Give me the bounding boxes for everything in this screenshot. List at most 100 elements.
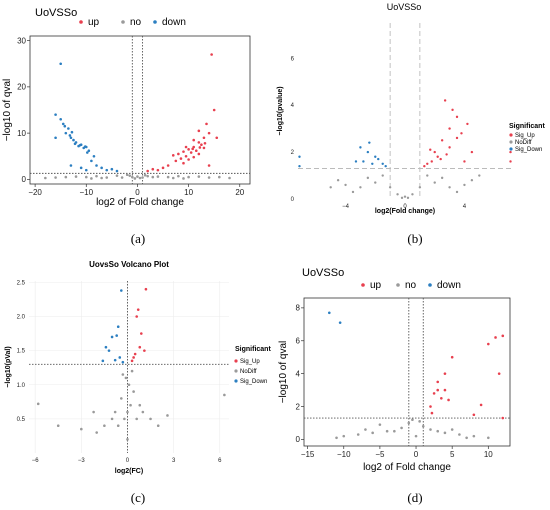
- data-point-sig_up: [439, 157, 442, 161]
- legend-marker-nodiff: [509, 140, 513, 144]
- data-point-no: [414, 434, 418, 438]
- data-point-down: [86, 151, 89, 154]
- data-point-no: [187, 175, 190, 179]
- data-point-sig_up: [455, 136, 459, 140]
- data-point-nodiff: [411, 193, 414, 196]
- data-point-nodiff: [110, 417, 114, 421]
- data-point-no: [407, 421, 411, 425]
- x-tick-label: 3: [172, 458, 176, 464]
- data-point-nodiff: [56, 424, 60, 427]
- data-point-down: [92, 154, 96, 158]
- data-point-no: [151, 175, 155, 179]
- legend-marker-sig_up: [509, 133, 513, 137]
- data-point-nodiff: [426, 174, 429, 177]
- data-point-down: [327, 311, 331, 315]
- data-point-sig_down: [366, 150, 370, 154]
- data-point-down: [63, 124, 67, 128]
- data-point-nodiff: [223, 393, 226, 397]
- data-point-up: [432, 392, 436, 395]
- x-axis-label: log2(FC): [115, 468, 143, 475]
- y-tick-label: 6: [291, 56, 295, 62]
- data-point-sig_down: [371, 162, 374, 165]
- panel-a: −20 −10 0 10 20 0 10 20 30 UoVSSo log2 of Fold cha…: [2, 7, 251, 208]
- data-point-up: [487, 342, 490, 346]
- data-point-nodiff: [80, 427, 83, 431]
- data-point-nodiff: [344, 183, 347, 187]
- data-point-nodiff: [36, 402, 40, 406]
- data-point-sig_up: [466, 122, 469, 126]
- data-point-up: [202, 136, 206, 140]
- y-tick-label: 0: [22, 175, 27, 184]
- data-point-nodiff: [455, 190, 459, 194]
- data-point-down: [87, 149, 91, 152]
- data-point-nodiff: [116, 424, 120, 427]
- data-point-nodiff: [113, 410, 117, 414]
- legend-label-no: no: [130, 17, 142, 28]
- data-point-nodiff: [126, 438, 129, 441]
- data-point-nodiff: [127, 383, 131, 387]
- data-point-no: [458, 433, 461, 436]
- data-point-no: [141, 176, 144, 179]
- data-point-up: [166, 164, 170, 167]
- data-point-up: [443, 372, 447, 375]
- data-point-up: [207, 131, 211, 135]
- chart-title: UoVSSo: [387, 2, 422, 12]
- data-point-no: [356, 433, 360, 436]
- data-point-no: [197, 175, 201, 178]
- data-point-nodiff: [366, 176, 370, 180]
- data-point-sig_down: [107, 349, 111, 352]
- data-point-down: [78, 143, 82, 147]
- data-point-nodiff: [124, 376, 128, 380]
- legend-label-no: no: [405, 280, 417, 291]
- data-point-down: [84, 168, 88, 172]
- data-point-no: [136, 175, 139, 178]
- data-point-nodiff: [336, 179, 340, 182]
- legend-label-sig_down: Sig_Down: [515, 147, 542, 153]
- x-tick-label: 5: [450, 450, 455, 459]
- data-point-nodiff: [126, 410, 129, 414]
- legend-marker-down: [428, 283, 432, 287]
- data-point-down: [90, 159, 93, 163]
- data-point-up: [146, 169, 149, 173]
- data-point-down: [69, 164, 73, 167]
- data-point-down: [79, 166, 83, 170]
- data-point-down: [100, 166, 103, 170]
- data-point-up: [187, 148, 190, 151]
- y-tick-label: 2.5: [17, 280, 26, 286]
- data-point-sig_up: [130, 359, 134, 363]
- data-point-no: [472, 434, 476, 438]
- x-tick-label: −5: [375, 450, 385, 459]
- data-point-nodiff: [470, 179, 474, 182]
- data-point-nodiff: [440, 176, 444, 180]
- data-point-nodiff: [95, 431, 98, 434]
- data-point-up: [501, 416, 505, 420]
- data-point-no: [120, 176, 124, 179]
- data-point-sig_up: [470, 150, 474, 154]
- data-point-sig_up: [423, 164, 426, 168]
- data-point-no: [171, 176, 175, 180]
- data-point-no: [90, 177, 93, 180]
- data-point-up: [192, 155, 196, 159]
- data-point-sig_up: [132, 356, 135, 359]
- data-point-up: [430, 411, 434, 415]
- data-point-up: [187, 158, 190, 161]
- data-point-sig_down: [120, 289, 123, 292]
- data-point-up: [443, 388, 447, 392]
- data-point-no: [429, 428, 432, 431]
- data-point-down: [59, 62, 62, 66]
- legend-title: Significant: [509, 123, 545, 130]
- data-point-sig_down: [354, 160, 358, 163]
- data-point-down: [110, 167, 114, 171]
- data-point-no: [64, 175, 68, 179]
- data-point-no: [95, 174, 98, 178]
- data-point-nodiff: [141, 410, 145, 414]
- data-point-up: [192, 138, 196, 142]
- data-point-no: [100, 176, 103, 180]
- y-tick-label: 4: [296, 369, 301, 378]
- data-point-up: [429, 405, 432, 408]
- data-point-up: [447, 398, 450, 402]
- data-point-down: [67, 127, 70, 130]
- data-point-up: [151, 167, 155, 171]
- data-point-nodiff: [130, 369, 134, 373]
